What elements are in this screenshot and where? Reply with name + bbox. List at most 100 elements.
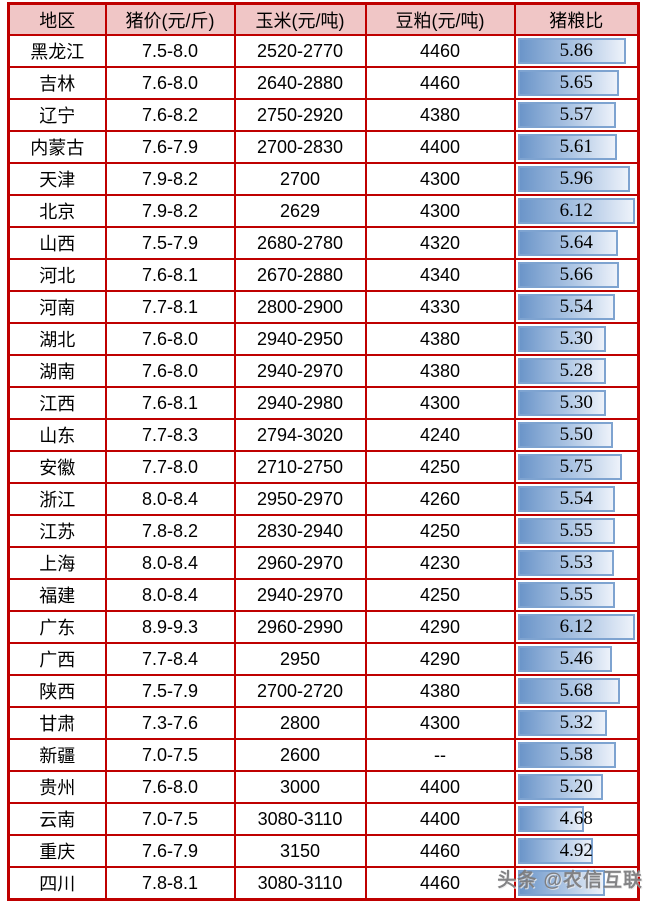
region-cell: 河南 — [7, 290, 107, 324]
table-row: 内蒙古 7.6-7.9 2700-2830 4400 5.61 — [7, 130, 640, 164]
ratio-value: 5.86 — [559, 40, 593, 61]
pig-price-cell: 7.5-7.9 — [104, 226, 236, 260]
table-row: 黑龙江 7.5-8.0 2520-2770 4460 5.86 — [7, 34, 640, 68]
ratio-cell: 5.75 — [513, 450, 640, 484]
pig-price-cell: 7.6-8.1 — [104, 386, 236, 420]
ratio-cell: 5.46 — [513, 642, 640, 676]
pig-price-cell: 7.8-8.2 — [104, 514, 236, 548]
pig-price-cell: 7.6-8.0 — [104, 322, 236, 356]
ratio-cell: 4.68 — [513, 802, 640, 836]
soybean-price-cell: 4460 — [364, 834, 516, 868]
column-header-corn: 玉米(元/吨) — [233, 2, 367, 36]
ratio-value: 5.57 — [559, 104, 593, 125]
soybean-price-cell: 4340 — [364, 258, 516, 292]
ratio-cell: 5.54 — [513, 482, 640, 516]
soybean-price-cell: 4320 — [364, 226, 516, 260]
ratio-data-bar — [517, 550, 615, 576]
region-cell: 云南 — [7, 802, 107, 836]
table-row: 福建 8.0-8.4 2940-2970 4250 5.55 — [7, 578, 640, 612]
region-cell: 陕西 — [7, 674, 107, 708]
corn-price-cell: 2830-2940 — [233, 514, 367, 548]
table-row: 广西 7.7-8.4 2950 4290 5.46 — [7, 642, 640, 676]
ratio-data-bar — [517, 38, 627, 64]
column-header-ratio: 猪粮比 — [513, 2, 640, 36]
region-cell: 湖北 — [7, 322, 107, 356]
corn-price-cell: 2800 — [233, 706, 367, 740]
ratio-data-bar — [517, 614, 636, 640]
column-header-pig-price: 猪价(元/斤) — [104, 2, 236, 36]
ratio-data-bar — [517, 390, 607, 416]
soybean-price-cell: 4400 — [364, 802, 516, 836]
ratio-value: 5.46 — [559, 648, 593, 669]
table-row: 湖北 7.6-8.0 2940-2950 4380 5.30 — [7, 322, 640, 356]
ratio-value: 6.12 — [559, 200, 593, 221]
corn-price-cell: 2950-2970 — [233, 482, 367, 516]
pig-price-cell: 7.7-8.3 — [104, 418, 236, 452]
ratio-cell: 5.65 — [513, 66, 640, 100]
corn-price-cell: 2794-3020 — [233, 418, 367, 452]
ratio-cell: 5.86 — [513, 34, 640, 68]
corn-price-cell: 2940-2970 — [233, 354, 367, 388]
corn-price-cell: 3080-3110 — [233, 802, 367, 836]
region-cell: 天津 — [7, 162, 107, 196]
soybean-price-cell: 4400 — [364, 130, 516, 164]
ratio-cell: 5.96 — [513, 162, 640, 196]
region-cell: 湖南 — [7, 354, 107, 388]
ratio-data-bar — [517, 70, 619, 96]
region-cell: 广西 — [7, 642, 107, 676]
ratio-value: 5.50 — [559, 424, 593, 445]
pig-price-cell: 7.0-7.5 — [104, 802, 236, 836]
ratio-value: 5.64 — [559, 232, 593, 253]
ratio-data-bar — [517, 582, 616, 608]
table-row: 辽宁 7.6-8.2 2750-2920 4380 5.57 — [7, 98, 640, 132]
soybean-price-cell: 4460 — [364, 34, 516, 68]
region-cell: 江苏 — [7, 514, 107, 548]
corn-price-cell: 2950 — [233, 642, 367, 676]
ratio-data-bar — [517, 294, 615, 320]
corn-price-cell: 3080-3110 — [233, 866, 367, 901]
table-row: 上海 8.0-8.4 2960-2970 4230 5.53 — [7, 546, 640, 580]
ratio-cell: 5.54 — [513, 290, 640, 324]
region-cell: 福建 — [7, 578, 107, 612]
pig-grain-price-table: 地区 猪价(元/斤) 玉米(元/吨) 豆粕(元/吨) 猪粮比 黑龙江 7.5-8… — [7, 2, 640, 901]
ratio-data-bar — [517, 230, 619, 256]
soybean-price-cell: 4250 — [364, 450, 516, 484]
ratio-cell: 5.66 — [513, 258, 640, 292]
column-header-soybean: 豆粕(元/吨) — [364, 2, 516, 36]
ratio-data-bar — [517, 870, 605, 896]
table-row: 陕西 7.5-7.9 2700-2720 4380 5.68 — [7, 674, 640, 708]
region-cell: 重庆 — [7, 834, 107, 868]
corn-price-cell: 2600 — [233, 738, 367, 772]
ratio-cell: 4.92 — [513, 834, 640, 868]
ratio-data-bar — [517, 134, 618, 160]
region-cell: 甘肃 — [7, 706, 107, 740]
region-cell: 贵州 — [7, 770, 107, 804]
soybean-price-cell: 4460 — [364, 866, 516, 901]
ratio-data-bar — [517, 486, 615, 512]
ratio-cell: 5.30 — [513, 322, 640, 356]
pig-price-cell: 7.6-7.9 — [104, 130, 236, 164]
soybean-price-cell: 4380 — [364, 354, 516, 388]
pig-price-cell: 7.7-8.4 — [104, 642, 236, 676]
ratio-data-bar — [517, 358, 606, 384]
region-cell: 广东 — [7, 610, 107, 644]
region-cell: 内蒙古 — [7, 130, 107, 164]
soybean-price-cell: 4290 — [364, 610, 516, 644]
ratio-value: 5.68 — [559, 680, 593, 701]
ratio-value: 5.28 — [559, 360, 593, 381]
pig-price-cell: 7.6-7.9 — [104, 834, 236, 868]
soybean-price-cell: 4330 — [364, 290, 516, 324]
ratio-value: 5.66 — [559, 264, 593, 285]
corn-price-cell: 2940-2950 — [233, 322, 367, 356]
soybean-price-cell: 4240 — [364, 418, 516, 452]
ratio-cell: 5.68 — [513, 674, 640, 708]
table-row: 云南 7.0-7.5 3080-3110 4400 4.68 — [7, 802, 640, 836]
ratio-data-bar — [517, 262, 620, 288]
table-row: 江西 7.6-8.1 2940-2980 4300 5.30 — [7, 386, 640, 420]
ratio-data-bar — [517, 102, 616, 128]
ratio-value: 5.96 — [559, 168, 593, 189]
corn-price-cell: 3000 — [233, 770, 367, 804]
pig-price-cell: 7.7-8.1 — [104, 290, 236, 324]
table-row: 安徽 7.7-8.0 2710-2750 4250 5.75 — [7, 450, 640, 484]
soybean-price-cell: -- — [364, 738, 516, 772]
